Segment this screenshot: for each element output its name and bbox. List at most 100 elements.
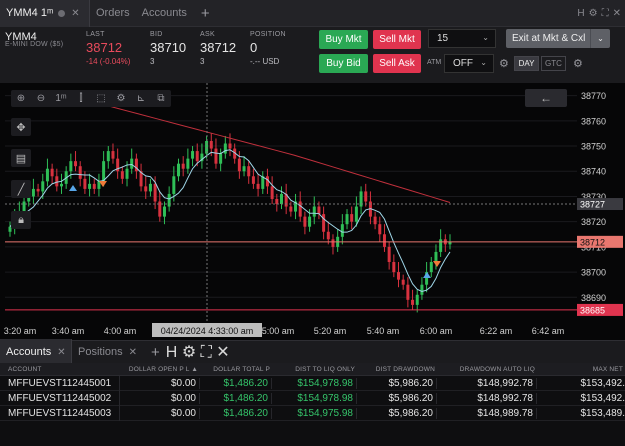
help-icon[interactable]: H (165, 344, 178, 361)
close-icon[interactable]: ✕ (57, 346, 66, 358)
close-icon[interactable]: ✕ (128, 346, 138, 358)
quantity-select[interactable]: 15 ⌄ (428, 29, 496, 48)
candle-body (378, 224, 382, 235)
candle-body (326, 231, 330, 240)
accounts-table: ACCOUNT DOLLAR OPEN P L ▲ DOLLAR TOTAL P… (0, 363, 625, 446)
atm-select[interactable]: OFF ⌄ (444, 54, 494, 73)
zoom-out-icon[interactable]: ⊖ (36, 93, 46, 104)
templates-icon[interactable]: ⧉ (157, 93, 165, 104)
time-tick-label: 3:20 am (4, 326, 37, 336)
close-window-icon[interactable]: ✕ (612, 8, 621, 19)
candle-body (247, 166, 251, 177)
help-icon[interactable]: H (577, 8, 585, 19)
tab-orders-label: Orders (96, 7, 130, 19)
gear-icon[interactable]: ⚙ (181, 344, 197, 361)
tif-day-toggle[interactable]: DAY (514, 56, 539, 71)
candle-body (350, 214, 354, 222)
chart-type-icon[interactable]: ⫿ (79, 93, 83, 104)
candle-body (331, 239, 335, 247)
tab-chart-ymm4[interactable]: YMM4 1ᵐ ✕ (0, 0, 90, 27)
total-pl: $1,486.20 (200, 407, 272, 419)
settings-icon[interactable]: ⚙ (116, 93, 126, 104)
candle-body (148, 183, 152, 192)
col-total-pl[interactable]: DOLLAR TOTAL P (213, 365, 270, 373)
select-area-icon[interactable]: ⬚ (96, 93, 106, 104)
candle-body (312, 206, 316, 217)
close-window-icon[interactable]: ✕ (216, 344, 230, 361)
account-id: MFFUEVST112445001 (0, 375, 120, 391)
draw-line-icon[interactable]: ╱ (11, 180, 31, 198)
col-open-pl[interactable]: DOLLAR OPEN P L ▲ (128, 365, 198, 373)
maximize-icon[interactable]: ⛶ (200, 344, 212, 361)
crosshair-price-tag-bg (577, 198, 623, 211)
indicators-icon[interactable]: ⊾ (136, 93, 146, 104)
col-account[interactable]: ACCOUNT (8, 365, 42, 373)
tab-accounts[interactable]: Accounts (136, 0, 193, 27)
close-icon[interactable]: ✕ (71, 7, 80, 19)
candle-body (415, 294, 419, 305)
exit-at-market-button[interactable]: Exit at Mkt & Cxl ⌄ (506, 29, 610, 48)
total-pl: $1,486.20 (200, 392, 272, 404)
zoom-in-icon[interactable]: ⊕ (16, 93, 26, 104)
chevron-down-icon: ⌄ (482, 33, 489, 42)
sell-market-button[interactable]: Sell Mkt (373, 30, 421, 49)
buy-market-button[interactable]: Buy Mkt (319, 30, 368, 49)
maximize-icon[interactable]: ⛶ (601, 8, 609, 19)
order-settings-gear-icon[interactable]: ⚙ (573, 58, 583, 70)
max-net: $153,489. (580, 407, 625, 419)
table-row[interactable]: MFFUEVST112445001 $0.00 $1,486.20 $154,9… (0, 375, 625, 391)
timeframe-icon[interactable]: 1ᵐ (55, 93, 67, 104)
top-tab-bar: YMM4 1ᵐ ✕ Orders Accounts + H ⚙ ⛶ ✕ (0, 0, 625, 27)
candle-body (102, 161, 106, 182)
drawdown-auto-liq: $148,989.78 (437, 407, 537, 419)
col-max-net[interactable]: MAX NET (592, 365, 623, 373)
chart-svg[interactable]: 3877038760387503874038730387203871038700… (0, 83, 625, 340)
time-tick-label: 4:00 am (104, 326, 137, 336)
candle-body (186, 158, 190, 169)
candle-body (233, 148, 237, 159)
last-price-tag: 38712 (580, 237, 605, 247)
tab-accounts-panel[interactable]: Accounts ✕ (0, 338, 72, 366)
candle-body (111, 151, 115, 159)
candle-body (397, 272, 401, 280)
open-pl: $0.00 (120, 407, 200, 419)
col-dist-liq[interactable]: DIST TO LIQ ONLY (295, 365, 355, 373)
col-dist-drawdown[interactable]: DIST DRAWDOWN (375, 365, 435, 373)
tab-positions[interactable]: Positions ✕ (72, 339, 143, 366)
candle-body (134, 158, 138, 172)
candle-body (181, 163, 185, 169)
crosshair-time-tag: 04/24/2024 4:33:00 am (161, 326, 254, 336)
position-label: POSITION (250, 31, 286, 38)
gear-icon[interactable]: ⚙ (588, 8, 598, 19)
candle-body (8, 226, 12, 232)
last-quote: LAST 38712 -14 (-0.04%) (86, 31, 130, 66)
ask-value: 38712 (200, 40, 237, 55)
buy-bid-button[interactable]: Buy Bid (319, 54, 368, 73)
notes-icon[interactable]: ▤ (11, 149, 31, 167)
atm-settings-gear-icon[interactable]: ⚙ (499, 58, 509, 70)
add-panel-button[interactable]: + (143, 339, 166, 366)
ask-label: ASK (200, 31, 215, 38)
lock-icon[interactable]: 🔒︎ (11, 211, 31, 229)
col-drawdown-auto-liq[interactable]: DRAWDOWN AUTO LIQ (459, 365, 535, 373)
add-tab-button[interactable]: + (193, 0, 216, 27)
tab-chart-label: YMM4 1ᵐ (6, 7, 54, 19)
table-header: ACCOUNT DOLLAR OPEN P L ▲ DOLLAR TOTAL P… (0, 363, 625, 376)
table-row[interactable]: MFFUEVST112445003 $0.00 $1,486.20 $154,9… (0, 405, 625, 421)
tab-orders[interactable]: Orders (90, 0, 136, 27)
panel-window-controls: H ⚙ ⛶ ✕ (166, 342, 230, 362)
ask-quote: ASK 38712 3 (200, 31, 236, 66)
price-chart[interactable]: 3877038760387503874038730387203871038700… (0, 83, 625, 340)
candle-body (411, 299, 415, 305)
table-row[interactable]: MFFUEVST112445002 $0.00 $1,486.20 $154,9… (0, 390, 625, 406)
crosshair-icon[interactable]: ✥ (11, 118, 31, 136)
tif-gtc-toggle[interactable]: GTC (541, 56, 566, 71)
last-price-tag-bg (577, 235, 623, 248)
candle-body (317, 206, 321, 215)
dist-liq: $154,975.98 (272, 407, 357, 419)
chevron-down-icon[interactable]: ⌄ (590, 29, 610, 48)
sell-ask-button[interactable]: Sell Ask (373, 54, 421, 73)
back-arrow-button[interactable]: ← (525, 89, 567, 107)
candle-body (97, 181, 101, 189)
crosshair-price-tag: 38727 (580, 200, 605, 210)
